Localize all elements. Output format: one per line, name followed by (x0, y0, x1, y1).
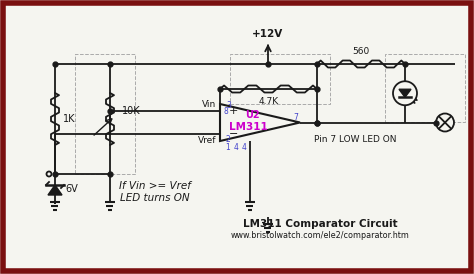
Text: 1K: 1K (63, 114, 75, 124)
Text: U2: U2 (245, 110, 259, 121)
Circle shape (393, 81, 417, 105)
Polygon shape (48, 185, 62, 195)
FancyBboxPatch shape (3, 3, 471, 271)
Polygon shape (399, 89, 411, 97)
Circle shape (436, 113, 454, 132)
Text: 4: 4 (234, 143, 239, 152)
Text: LM311 Comparator Circuit: LM311 Comparator Circuit (243, 219, 397, 229)
Text: 4: 4 (242, 143, 247, 152)
Text: LED turns ON: LED turns ON (120, 193, 190, 203)
Circle shape (46, 172, 52, 176)
Text: 7: 7 (293, 113, 298, 121)
Text: +: + (229, 106, 238, 116)
Text: 8: 8 (224, 107, 229, 116)
Text: 3: 3 (226, 101, 231, 110)
Text: 10K: 10K (122, 106, 141, 116)
Text: Vref: Vref (198, 136, 216, 145)
Text: Pin 7 LOW LED ON: Pin 7 LOW LED ON (314, 135, 396, 144)
Text: 6V: 6V (65, 184, 78, 194)
Text: +12V: +12V (252, 29, 283, 39)
Text: 1: 1 (225, 143, 230, 152)
Polygon shape (220, 104, 300, 141)
Text: −: − (229, 129, 238, 139)
Text: www.bristolwatch.com/ele2/comparator.htm: www.bristolwatch.com/ele2/comparator.htm (230, 232, 410, 241)
Text: LM311: LM311 (228, 122, 267, 133)
Text: Vin: Vin (202, 100, 216, 109)
Text: 2: 2 (226, 135, 231, 144)
Text: If Vin >= Vref: If Vin >= Vref (119, 181, 191, 191)
Text: 4.7K: 4.7K (258, 96, 279, 105)
Text: 560: 560 (352, 47, 370, 56)
